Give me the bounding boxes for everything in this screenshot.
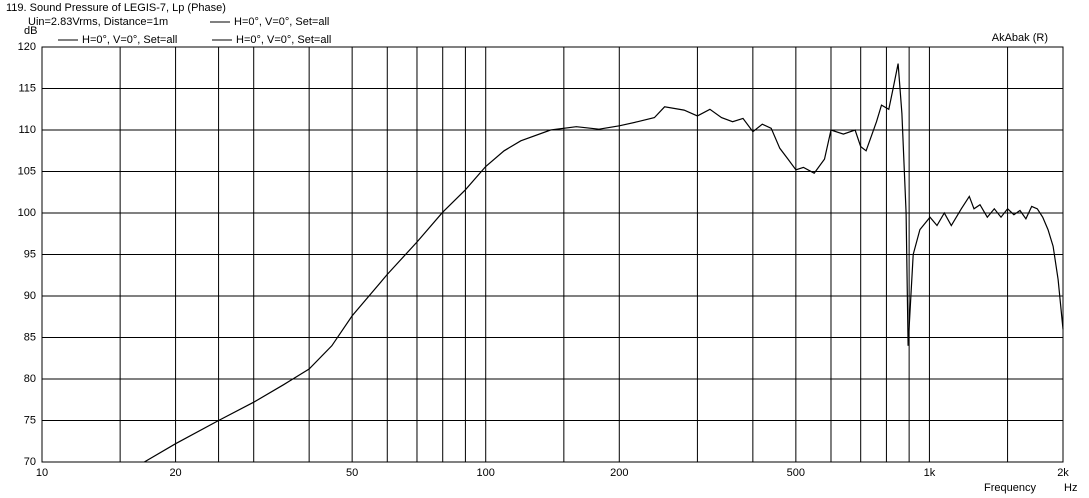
legend-label: H=0°, V=0°, Set=all bbox=[234, 16, 329, 28]
x-tick-label: 1k bbox=[924, 467, 936, 479]
y-tick-label: 105 bbox=[18, 165, 36, 177]
y-tick-label: 100 bbox=[18, 207, 36, 219]
y-tick-label: 70 bbox=[24, 456, 36, 468]
x-tick-label: 500 bbox=[787, 467, 805, 479]
x-tick-label: 100 bbox=[477, 467, 495, 479]
subtitle: Uin=2.83Vrms, Distance=1m bbox=[28, 16, 168, 28]
legend-label: H=0°, V=0°, Set=all bbox=[82, 34, 177, 46]
y-tick-label: 85 bbox=[24, 331, 36, 343]
x-unit: Hz bbox=[1064, 482, 1077, 494]
x-label: Frequency bbox=[984, 482, 1036, 494]
y-tick-label: 110 bbox=[18, 124, 36, 136]
x-tick-label: 10 bbox=[36, 467, 48, 479]
y-tick-label: 75 bbox=[24, 414, 36, 426]
y-tick-label: 80 bbox=[24, 373, 36, 385]
x-tick-label: 2k bbox=[1057, 467, 1069, 479]
y-tick-label: 115 bbox=[18, 82, 36, 94]
x-tick-label: 50 bbox=[346, 467, 358, 479]
y-tick-label: 120 bbox=[18, 41, 36, 53]
x-tick-label: 20 bbox=[169, 467, 181, 479]
y-tick-label: 90 bbox=[24, 290, 36, 302]
legend-label: H=0°, V=0°, Set=all bbox=[236, 34, 331, 46]
y-label: dB bbox=[24, 25, 37, 37]
x-tick-label: 200 bbox=[610, 467, 628, 479]
watermark: AkAbak (R) bbox=[992, 32, 1048, 44]
series-line bbox=[143, 63, 1064, 463]
chart-title: 119. Sound Pressure of LEGIS-7, Lp (Phas… bbox=[6, 2, 226, 14]
y-tick-label: 95 bbox=[24, 248, 36, 260]
